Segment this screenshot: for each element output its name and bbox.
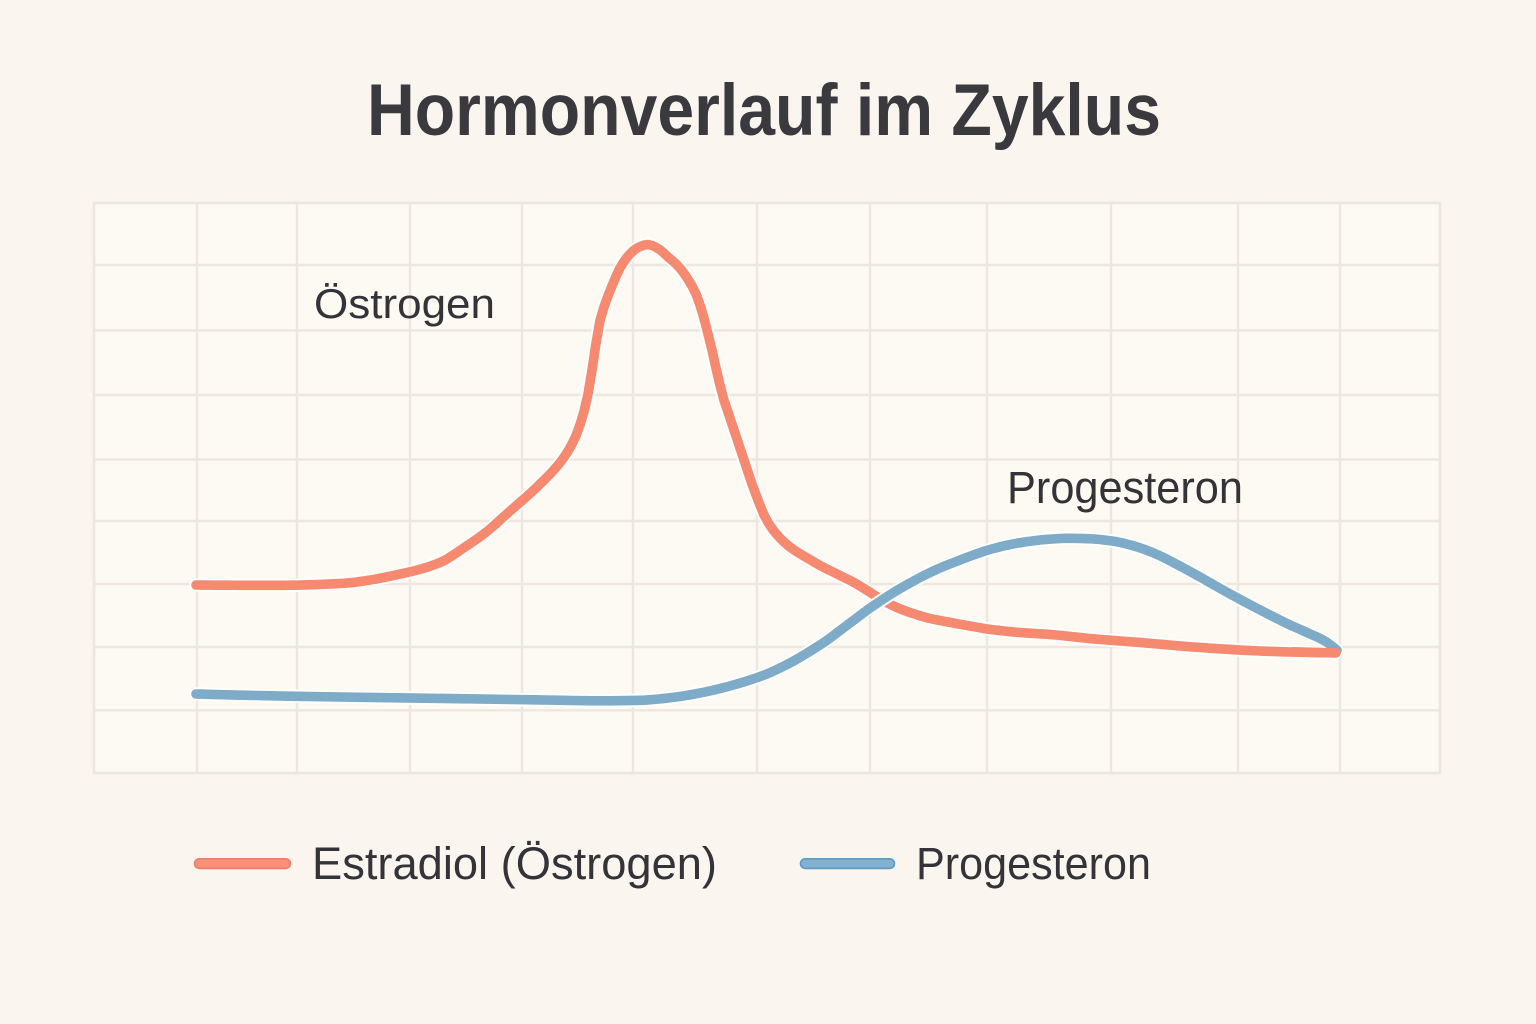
svg-text:Estradiol (Östrogen): Estradiol (Östrogen) <box>312 838 717 889</box>
svg-text:Progesteron: Progesteron <box>1007 462 1243 513</box>
svg-text:Hormonverlauf im Zyklus: Hormonverlauf im Zyklus <box>367 70 1161 151</box>
svg-text:Östrogen: Östrogen <box>314 280 495 327</box>
svg-text:Progesteron: Progesteron <box>916 838 1151 889</box>
